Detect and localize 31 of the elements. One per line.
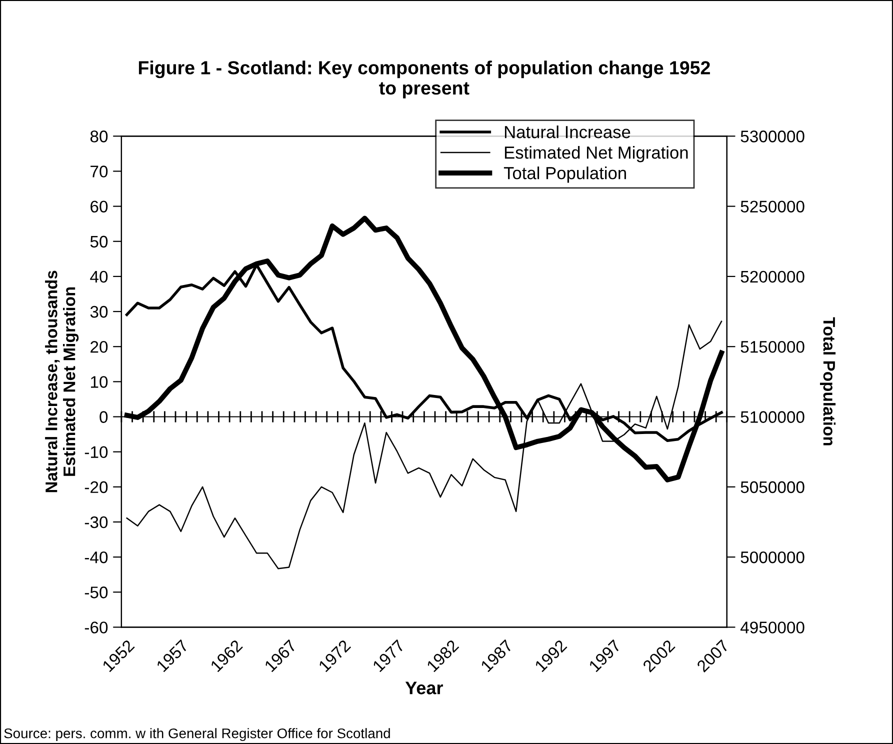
legend-label: Natural Increase: [504, 125, 630, 138]
y2-axis-title: Total Population: [820, 317, 836, 446]
legend-label: Estimated Net Migration: [504, 146, 688, 162]
y-tick-label: 20: [90, 341, 108, 353]
y-tick-label: 40: [90, 270, 108, 283]
y-tick-label: -30: [84, 516, 108, 528]
y-tick-label: -10: [84, 446, 108, 458]
y2-tick-label: 5150000: [740, 341, 804, 353]
source-note: Source: pers. comm. w ith General Register Office for Scotland: [4, 728, 390, 742]
y-tick-label: 60: [90, 200, 108, 213]
y2-tick-label: 5250000: [740, 200, 804, 213]
y-tick-label: 10: [90, 376, 108, 388]
chart-title: Figure 1 - Scotland: Key components of population change 1952 to present: [138, 60, 710, 98]
y-tick-label: 30: [90, 306, 108, 318]
y-tick-label: 80: [90, 130, 108, 142]
y2-tick-label: 5100000: [740, 411, 804, 423]
y2-tick-label: 5000000: [740, 551, 804, 564]
y-axis-title: Natural Increase, thousands Estimated Net Migration: [45, 270, 79, 492]
y2-tick-label: 5050000: [740, 481, 804, 494]
legend-label: Total Population: [504, 166, 626, 183]
y-tick-label: 50: [90, 236, 108, 248]
y-tick-label: -20: [84, 481, 108, 494]
y-tick-label: 70: [90, 166, 108, 178]
y-tick-label: -60: [84, 622, 108, 634]
y2-tick-label: 5200000: [740, 270, 804, 283]
y-tick-label: -40: [84, 551, 108, 564]
y2-tick-label: 4950000: [740, 622, 804, 634]
x-axis-title: Year: [405, 682, 443, 694]
y2-tick-label: 5300000: [740, 130, 804, 142]
y-tick-label: -50: [84, 586, 108, 598]
y-tick-label: 0: [100, 411, 108, 423]
